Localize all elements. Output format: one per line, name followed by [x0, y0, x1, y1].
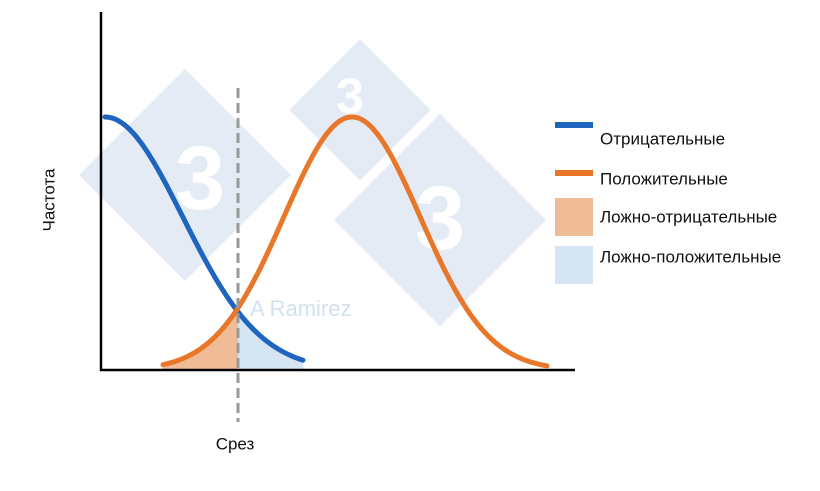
legend-swatch: [555, 198, 593, 236]
y-axis-label: Частота: [39, 168, 58, 232]
legend-label: Отрицательные: [600, 129, 725, 148]
legend-swatch: [555, 122, 593, 128]
false-negative-area: [163, 307, 238, 370]
svg-text:3: 3: [175, 129, 225, 229]
legend-swatch: [555, 246, 593, 284]
legend-label: Положительные: [600, 169, 728, 188]
watermark-text: A Ramirez: [250, 296, 351, 321]
legend-label: Ложно-отрицательные: [600, 207, 777, 226]
positive-curve: [160, 114, 550, 369]
negative-curve: [102, 114, 306, 363]
watermark-logo: 3 3 3: [78, 39, 547, 327]
cutoff-label: Срез: [216, 434, 255, 453]
legend: Отрицательные Положительные Ложно-отрица…: [555, 122, 781, 284]
legend-swatch: [555, 170, 593, 176]
legend-label: Ложно-положительные: [600, 247, 781, 266]
